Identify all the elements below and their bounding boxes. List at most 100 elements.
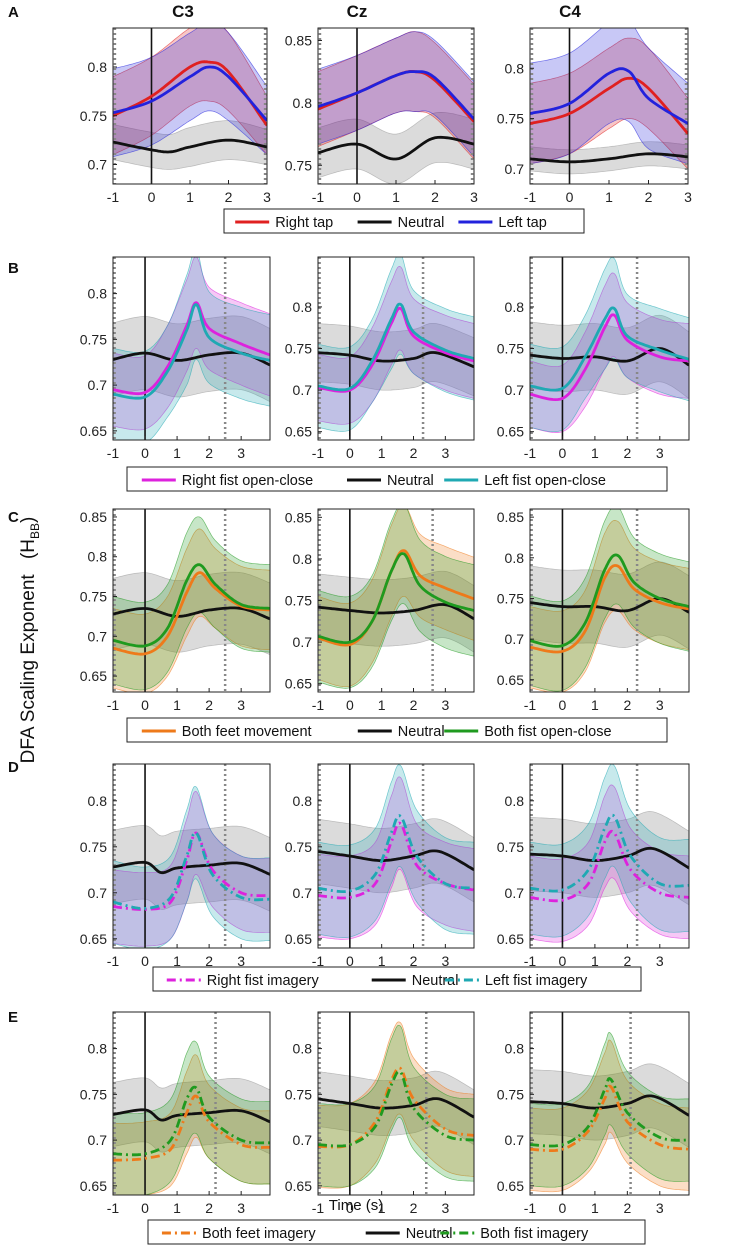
x-tick-label: 1 [173,445,181,461]
column-title-c3: C3 [172,2,194,21]
series-line-neutral [318,849,474,872]
x-tick-label: 3 [656,1200,664,1216]
y-tick-label: 0.8 [293,551,313,567]
plot-area [530,257,689,440]
svg-text:DFA Scaling Exponent (HB: DFA Scaling Exponent (HBB) [18,517,42,764]
y-axis-label-symbol: H [18,539,39,553]
y-tick-label: 0.7 [505,161,525,177]
x-tick-label: 2 [410,1200,418,1216]
legend-box [126,717,668,743]
band-left-fist-open-close [113,257,270,440]
y-tick-label: 0.8 [88,793,108,809]
y-tick-label: 0.75 [497,590,524,606]
band-both-feet-imagery [530,1039,689,1193]
x-tick-label: 1 [186,189,194,205]
legend-label-1: Neutral [387,473,434,489]
band-left-fist-imagery [113,786,270,948]
x-tick-label: 3 [441,697,449,713]
x-tick-label: 3 [441,953,449,969]
plot-area [530,28,688,184]
y-tick-label: 0.7 [88,157,108,173]
x-tick-label: -1 [107,1200,120,1216]
series-line-both-fist-imagery [318,1070,474,1148]
y-tick-label: 0.75 [497,111,524,127]
axes-box [529,763,690,949]
x-tick-label: 2 [623,953,631,969]
x-tick-label: 0 [559,445,567,461]
series-line-neutral [318,603,474,621]
column-title-c4: C4 [559,2,581,21]
plot-area [113,257,270,440]
x-tick-label: 1 [173,1200,181,1216]
subplot-cz: -1 0 1 2 3 0.65 0.7 0.75 0.8 0.85 [285,508,475,713]
series-line-both-fist-imagery [530,1076,689,1148]
y-axis-label-main: DFA Scaling Exponent [18,574,39,764]
y-tick-label: 0.75 [285,341,312,357]
subplot-cz: -1 0 1 2 3 0.65 0.7 0.75 0.8 [285,256,475,461]
plot-area [318,1012,474,1195]
series-line-neutral [113,138,267,154]
x-tick-label: 2 [205,953,213,969]
axes-box [529,1011,690,1196]
x-tick-label: 3 [684,189,692,205]
y-tick-label: 0.7 [88,628,108,644]
axes-box [317,763,475,949]
series-line-right-fist-open-close [530,313,689,402]
subplot-c4: -1 0 1 2 3 0.7 0.75 0.8 [497,27,692,205]
x-tick-label: 2 [225,189,233,205]
plot-area [530,1012,689,1195]
y-tick-label: 0.65 [497,672,524,688]
series-line-left-tap [530,67,688,125]
band-left-fist-imagery [318,764,474,938]
x-tick-label: 0 [559,953,567,969]
series-line-neutral [318,351,474,369]
y-tick-label: 0.65 [285,1178,312,1194]
plot-area [530,509,689,692]
x-tick-label: 1 [378,1200,386,1216]
y-tick-label: 0.85 [80,509,107,525]
x-tick-label: 1 [605,189,613,205]
series-line-left-fist-imagery [113,831,270,910]
x-tick-label: -1 [107,697,120,713]
series-line-both-fist-open-close [530,553,689,648]
x-tick-label: -1 [107,445,120,461]
series-line-neutral [113,1108,270,1124]
x-tick-label: 0 [346,1200,354,1216]
y-tick-label: 0.8 [505,793,525,809]
x-tick-label: 3 [237,1200,245,1216]
legend: Right fist open-close Neutral Left fist op… [126,466,668,492]
x-tick-label: 1 [173,697,181,713]
plot-area [318,509,474,692]
panel-c: C -1 0 1 2 3 0.65 0.7 0.75 0.8 0.85 -1 0 1 2 3 0.65 0.7 0.… [8,508,690,743]
series-line-neutral [113,860,270,876]
band-both-fist-imagery [530,1032,689,1188]
band-both-feet-imagery [318,1021,474,1189]
y-tick-label: 0.75 [80,1086,107,1102]
x-tick-label: -1 [524,189,537,205]
plot-area [530,764,689,948]
panel-label: B [8,260,19,277]
x-tick-label: 2 [205,445,213,461]
y-axis-label-subscript: BB [28,523,42,539]
x-tick-label: 2 [431,189,439,205]
series-line-right-tap [113,60,267,127]
band-both-fist-open-close [530,509,689,692]
x-tick-label: -1 [524,697,537,713]
legend-label-2: Left fist imagery [485,973,588,989]
x-tick-label: -1 [312,697,325,713]
y-tick-label: 0.7 [505,631,525,647]
x-tick-label: 0 [148,189,156,205]
plot-area [113,28,267,184]
y-tick-label: 0.75 [285,839,312,855]
series-line-neutral [318,135,474,161]
y-tick-label: 0.7 [293,634,313,650]
plot-area [113,1012,270,1195]
panel-a: A -1 0 1 2 3 0.7 0.75 0.8 -1 0 1 2 3 0.75 0.8 0.85 -1 0 1 2 3… [8,4,692,234]
x-tick-label: -1 [312,1200,325,1216]
panel-label: C [8,509,19,526]
subplot-c4: -1 0 1 2 3 0.65 0.7 0.75 0.8 0.85 [497,508,690,713]
x-tick-label: 2 [645,189,653,205]
legend-label-0: Both feet imagery [202,1226,316,1242]
panel-label: D [8,759,19,776]
